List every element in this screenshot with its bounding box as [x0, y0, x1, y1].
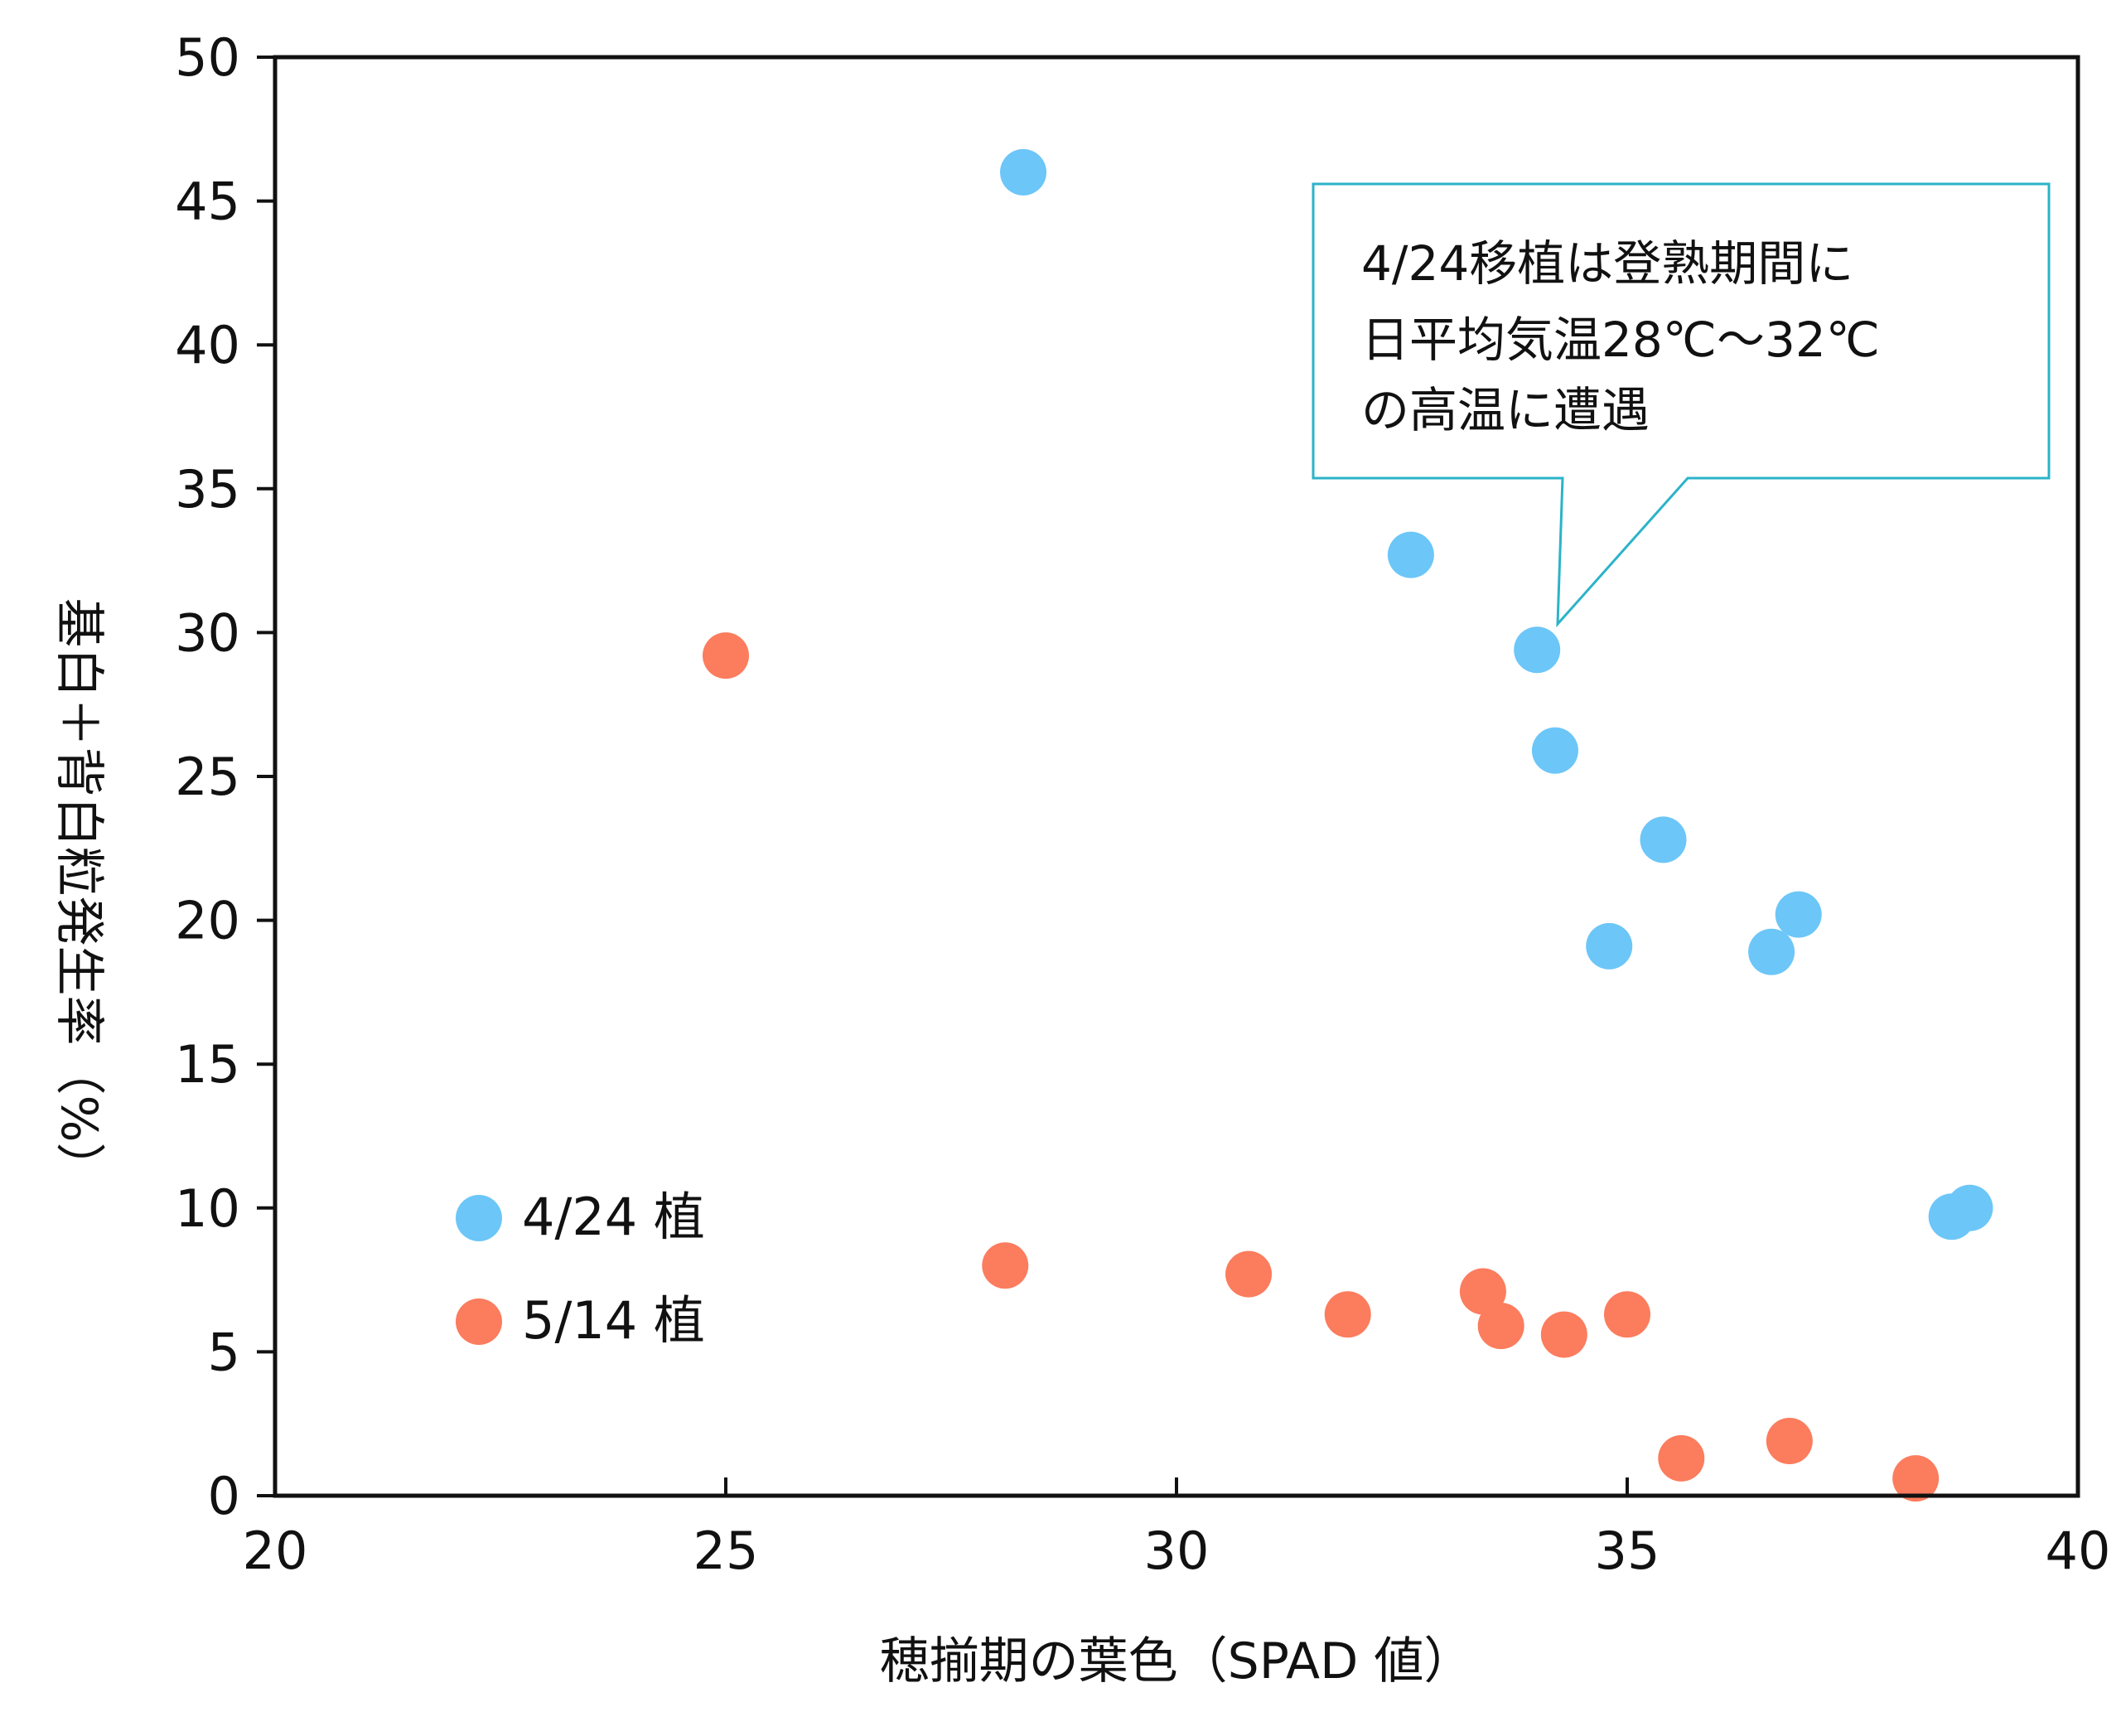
point-0424 [1531, 727, 1578, 774]
point-0514 [1540, 1311, 1587, 1358]
y-tick-label: 40 [175, 315, 240, 375]
point-0424 [1946, 1184, 1993, 1231]
point-0424 [1387, 531, 1434, 578]
y-tick-label: 35 [175, 459, 240, 520]
point-0514 [1604, 1291, 1650, 1338]
x-tick-label: 30 [1144, 1521, 1210, 1581]
x-axis-ticks: 20 25 30 35 40 [243, 1477, 2111, 1581]
annotation-callout: 4/24移植は登熟期間に 日平均気温28℃〜32℃ の高温に遭遇 [1312, 182, 2051, 628]
x-tick-label: 35 [1595, 1521, 1660, 1581]
point-0424 [1586, 922, 1633, 970]
y-tick-label: 50 [175, 27, 240, 88]
point-0424 [1775, 891, 1822, 938]
annotation-line-1: 4/24移植は登熟期間に [1361, 235, 1853, 292]
point-0514 [1225, 1250, 1273, 1298]
point-0514 [1892, 1455, 1940, 1502]
point-0514 [1459, 1268, 1506, 1315]
y-tick-label: 15 [175, 1034, 240, 1095]
legend-label-0424: 4/24 植 [522, 1187, 705, 1247]
point-0514 [1324, 1291, 1371, 1338]
point-0514 [1477, 1303, 1524, 1350]
y-tick-label: 5 [208, 1322, 240, 1382]
y-tick-label: 25 [175, 747, 240, 807]
plot-frame [273, 55, 2080, 1498]
point-0424 [1748, 928, 1795, 975]
y-axis-ticks: 0 5 10 15 20 25 30 35 40 45 50 [175, 27, 275, 1526]
y-tick-label: 45 [175, 172, 240, 232]
point-0424 [1514, 626, 1561, 674]
y-tick-label: 20 [175, 891, 240, 951]
y-axis-label: 基白＋背白粒発生率（%） [50, 597, 108, 1192]
x-tick-label: 25 [693, 1521, 759, 1581]
annotation-line-2: 日平均気温28℃〜32℃ [1361, 312, 1880, 368]
data-points [703, 148, 1993, 1502]
point-0514 [703, 632, 749, 679]
y-tick-label: 10 [175, 1178, 240, 1239]
y-tick-label: 30 [175, 602, 240, 663]
point-0514 [1658, 1434, 1705, 1482]
annotation-line-3: の高温に遭遇 [1361, 382, 1650, 438]
y-tick-label: 0 [208, 1466, 240, 1526]
point-0424 [1000, 148, 1047, 196]
annotation-box [1312, 182, 2051, 628]
x-axis-label: 穂揃期の葉色（SPAD 値） [880, 1632, 1474, 1690]
point-0514 [1766, 1418, 1813, 1465]
legend-label-0514: 5/14 植 [522, 1290, 705, 1351]
legend-marker-0514 [456, 1298, 502, 1345]
point-0514 [982, 1242, 1029, 1289]
legend-marker-0424 [456, 1195, 502, 1241]
x-tick-label: 40 [2046, 1521, 2111, 1581]
x-tick-label: 20 [243, 1521, 308, 1581]
point-0424 [1640, 816, 1687, 863]
legend: 4/24 植 5/14 植 [456, 1187, 705, 1351]
